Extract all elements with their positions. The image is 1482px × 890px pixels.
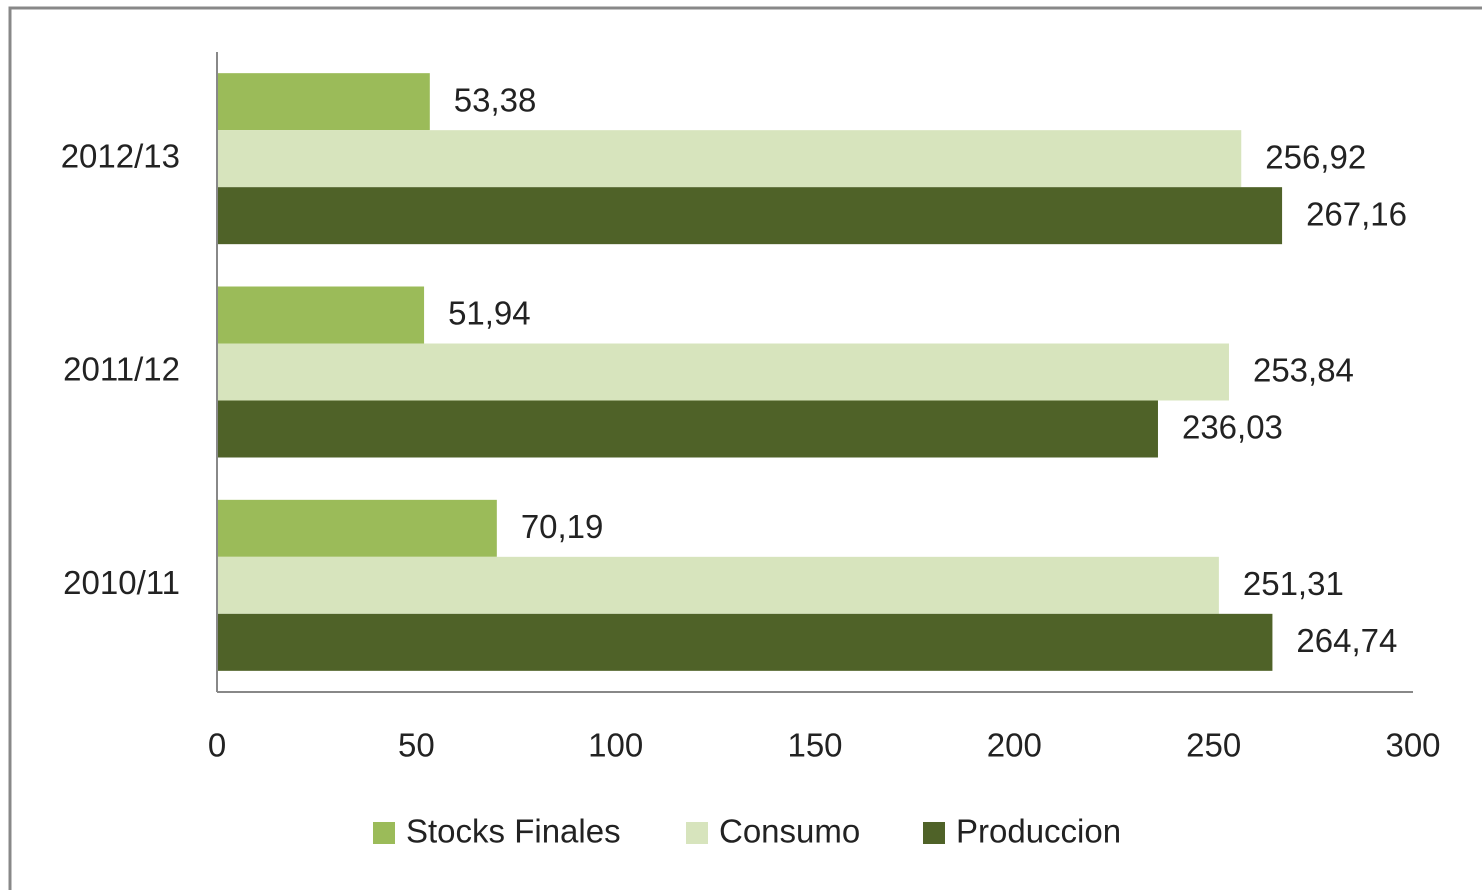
value-label: 264,74 <box>1296 622 1397 659</box>
legend-label: Consumo <box>719 813 860 850</box>
value-label: 236,03 <box>1182 409 1283 446</box>
y-tick-label: 2011/12 <box>63 351 180 388</box>
x-tick-label: 150 <box>787 727 842 764</box>
bar <box>217 400 1158 458</box>
y-tick-label: 2012/13 <box>61 137 180 174</box>
value-label: 256,92 <box>1265 138 1366 175</box>
bar <box>217 286 425 344</box>
legend-swatch <box>686 822 708 844</box>
y-tick-label: 2010/11 <box>63 564 180 601</box>
bar <box>217 343 1229 401</box>
x-tick-label: 200 <box>987 727 1042 764</box>
value-label: 253,84 <box>1253 352 1354 389</box>
x-tick-label: 50 <box>398 727 435 764</box>
value-label: 267,16 <box>1306 195 1407 232</box>
value-label: 70,19 <box>521 508 604 545</box>
value-label: 251,31 <box>1243 565 1344 602</box>
bar <box>217 556 1219 614</box>
bar <box>217 187 1283 245</box>
bar <box>217 499 497 557</box>
bar <box>217 613 1273 671</box>
value-label: 53,38 <box>454 81 537 118</box>
legend-label: Produccion <box>956 813 1121 850</box>
legend-swatch <box>923 822 945 844</box>
x-tick-label: 0 <box>208 727 226 764</box>
x-tick-label: 100 <box>588 727 643 764</box>
value-label: 51,94 <box>448 295 531 332</box>
legend-label: Stocks Finales <box>406 813 621 850</box>
x-tick-label: 300 <box>1385 727 1440 764</box>
legend-swatch <box>373 822 395 844</box>
bar <box>217 130 1242 188</box>
x-tick-label: 250 <box>1186 727 1241 764</box>
bar <box>217 73 430 131</box>
